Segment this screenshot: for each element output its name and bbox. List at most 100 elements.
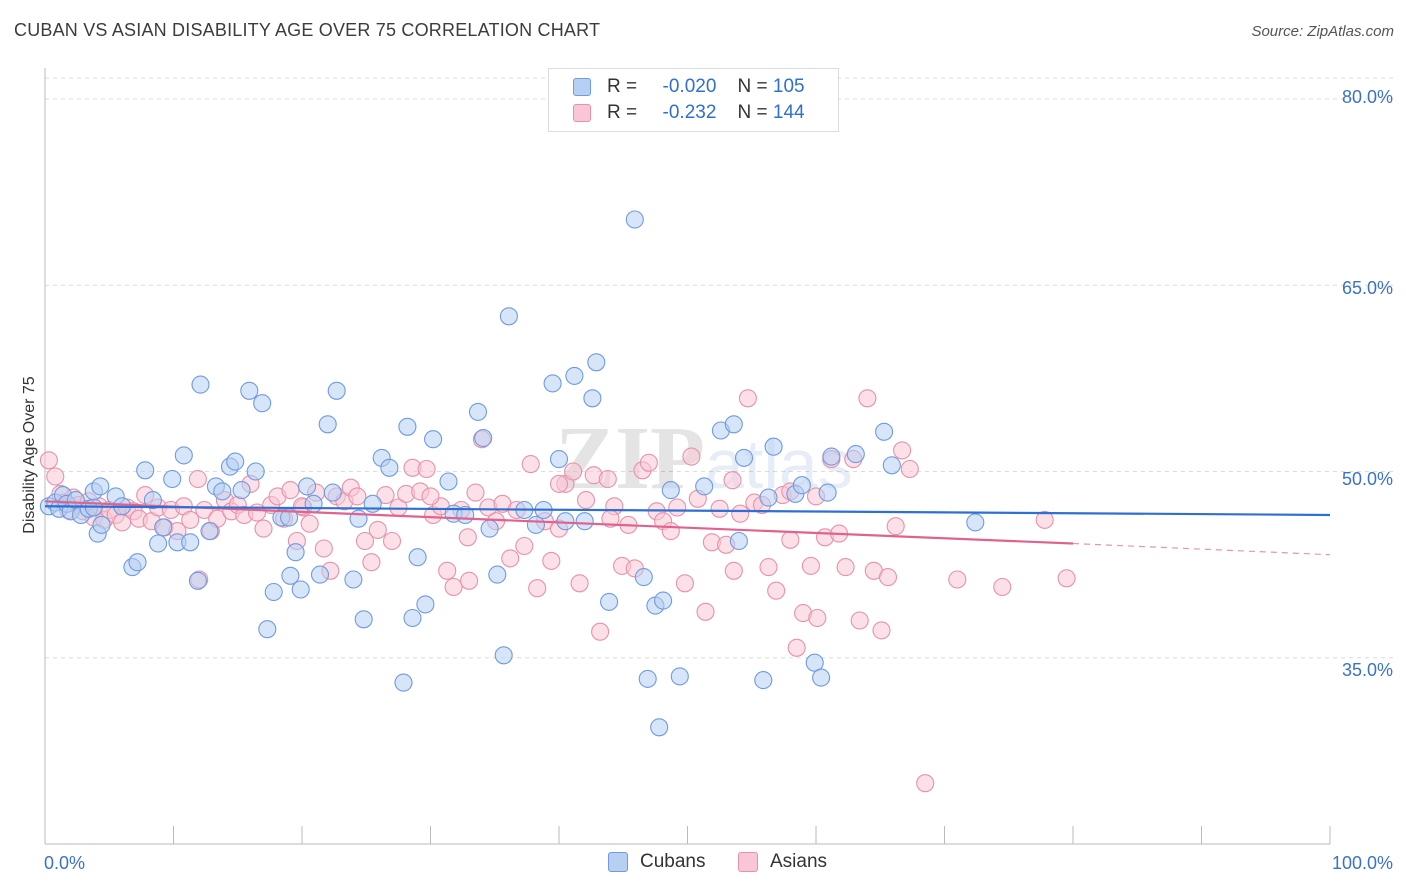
asians-point (759, 558, 778, 577)
series-legend: Cubans Asians (0, 851, 1406, 877)
cubans-point (695, 477, 714, 496)
cubans-point (812, 668, 831, 687)
asians-point (188, 469, 207, 489)
legend-n-label: N = (737, 76, 768, 97)
cubans-point (526, 515, 545, 534)
correlation-legend: R = -0.020 N = 105 R = -0.232 N = 144 (548, 68, 839, 132)
cubans-legend-swatch (608, 852, 628, 872)
cubans-point (634, 568, 653, 587)
asians-point (382, 531, 402, 551)
cubans-point (480, 519, 499, 538)
cubans-point (488, 565, 507, 584)
cubans-point (380, 458, 399, 477)
cubans-point (670, 667, 689, 686)
cubans-point (416, 595, 435, 614)
cubans-point (792, 476, 811, 495)
cubans-point (543, 374, 562, 393)
asians-point (675, 574, 694, 593)
asians-point (781, 530, 800, 549)
legend-n-label: N = (737, 102, 768, 123)
cubans-point (499, 307, 518, 326)
legend-r-label: R = (607, 102, 638, 123)
cubans-point (403, 608, 422, 628)
cubans-point (398, 417, 417, 436)
cubans-point (549, 450, 569, 469)
asians-point (181, 510, 200, 529)
legend-r-value: -0.232 (662, 102, 717, 123)
asians-point (710, 499, 729, 518)
cubans-point (188, 571, 207, 590)
cubans-point (474, 428, 493, 448)
y-tick-label-50: 50.0% (1341, 469, 1393, 489)
cubans-point (281, 566, 300, 585)
legend-n-value: 144 (772, 102, 805, 123)
cubans-point (565, 366, 584, 385)
cubans-point (163, 469, 182, 489)
cubans-point (654, 591, 673, 610)
asians-point (850, 611, 869, 630)
cubans-point (818, 483, 837, 502)
asians-point (836, 558, 855, 577)
cubans-point (600, 592, 619, 611)
asians-point (591, 622, 610, 641)
cubans-point (318, 415, 337, 434)
asians-point (724, 561, 743, 580)
cubans-point (734, 448, 754, 467)
asians-point (878, 568, 898, 587)
cubans-point (354, 610, 373, 629)
legend-row-cubans: R = -0.020 N = 105 (573, 74, 805, 100)
cubans-point (323, 483, 342, 502)
asians-point (696, 602, 715, 621)
cubans-point (128, 553, 147, 572)
asians-point (916, 774, 935, 793)
legend-item-cubans[interactable]: Cubans (608, 851, 706, 873)
cubans-point (232, 481, 251, 500)
cubans-point (966, 513, 985, 532)
asians-point (417, 459, 436, 479)
x-tick-label-1: 100.0% (1331, 853, 1393, 873)
cubans-point (408, 548, 427, 567)
asians-point (598, 469, 617, 489)
x-tick-label-0: 0.0% (44, 853, 86, 873)
cubans-point (291, 580, 310, 599)
asians-point (723, 471, 742, 490)
cubans-point (310, 565, 330, 584)
cubans-point (226, 452, 245, 471)
asians-point (254, 519, 273, 538)
cubans-point (439, 472, 458, 491)
legend-item-asians[interactable]: Asians (738, 851, 827, 873)
cubans-point (724, 415, 743, 434)
cubans-point (154, 518, 173, 537)
asians-point (767, 581, 786, 600)
asians-point (948, 570, 967, 589)
asians-point (872, 621, 891, 640)
asians-point (1035, 510, 1054, 529)
cubans-point (661, 481, 680, 500)
asians-point (993, 577, 1012, 597)
asians-swatch (573, 104, 591, 122)
asians-point (668, 498, 687, 517)
cubans-point (91, 477, 110, 496)
grid-lines (45, 77, 1395, 659)
cubans-point (149, 534, 168, 553)
cubans-point (240, 381, 259, 400)
cubans-point (174, 446, 193, 465)
cubans-point (625, 210, 644, 229)
asians-point (355, 531, 375, 551)
asians-point (458, 528, 477, 547)
cubans-point (344, 570, 363, 589)
asians-point (421, 487, 440, 506)
cubans-point (363, 494, 382, 513)
asians-legend-swatch (738, 852, 758, 872)
asians-point (808, 608, 827, 628)
asians-point (576, 491, 596, 510)
cubans-point (556, 512, 575, 531)
y-tick-label-80: 80.0% (1341, 87, 1393, 107)
y-tick-label-35: 35.0% (1341, 660, 1393, 680)
cubans-point (258, 620, 277, 639)
cubans-point (298, 477, 317, 496)
cubans-point (882, 456, 901, 475)
cubans-point (494, 646, 513, 665)
asians-point (521, 455, 540, 474)
asians-legend-label: Asians (770, 851, 828, 872)
